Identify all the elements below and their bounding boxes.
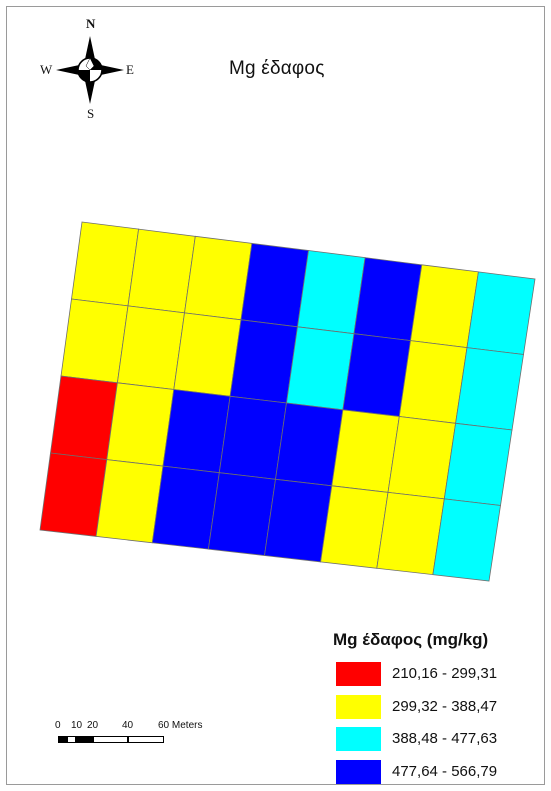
scale-bar: 0 10 20 40 60 Meters	[55, 720, 238, 760]
scale-tick-label: 0	[55, 720, 61, 731]
map-title: Mg έδαφος	[229, 58, 325, 79]
parcel-cell	[432, 498, 501, 582]
scale-tick-label: 10	[71, 720, 83, 731]
parcel-cell	[387, 416, 457, 500]
legend-label: 388,48 - 477,63	[392, 730, 498, 747]
legend-swatch	[336, 695, 381, 719]
legend-swatch	[336, 662, 381, 686]
parcel-cell	[466, 271, 536, 355]
legend-label: 210,16 - 299,31	[392, 665, 498, 682]
parcel-cell	[240, 242, 309, 328]
parcel-grid	[39, 221, 536, 582]
scale-segment	[93, 736, 128, 743]
scale-segment	[128, 736, 164, 743]
compass-rose-icon	[56, 36, 124, 104]
scale-tick-label: 40	[122, 720, 134, 731]
scale-tick-label: 60 Meters	[158, 720, 203, 731]
compass-north-label: N	[86, 16, 96, 31]
parcel-cell	[173, 312, 242, 397]
parcel-cell	[151, 465, 220, 550]
parcel-cell	[218, 395, 287, 480]
parcel-cell	[162, 389, 231, 474]
scale-segment	[58, 736, 67, 743]
scale-tick-label: 20	[87, 720, 99, 731]
compass-east-label: E	[126, 62, 134, 77]
parcel-cell	[60, 298, 129, 384]
legend-swatch	[336, 760, 381, 784]
parcel-cell	[320, 485, 389, 569]
parcel-cell	[127, 228, 196, 314]
parcel-cell	[71, 221, 140, 307]
legend-label: 299,32 - 388,47	[392, 698, 498, 715]
scale-segment	[67, 736, 76, 743]
parcel-cell	[398, 340, 468, 424]
compass-west-label: W	[40, 62, 53, 77]
parcel-cell	[184, 235, 253, 321]
legend-label: 477,64 - 566,79	[392, 763, 498, 780]
parcel-cell	[275, 402, 344, 487]
parcel-cell	[331, 409, 400, 493]
parcel-cell	[95, 459, 164, 544]
parcel-cell	[39, 452, 108, 537]
parcel-cell	[106, 382, 175, 467]
parcel-cell	[455, 347, 524, 431]
parcel-cell	[410, 264, 479, 349]
parcel-cell	[353, 257, 423, 342]
parcel-cell	[50, 375, 118, 461]
parcel-cell	[342, 333, 411, 417]
parcel-cell	[116, 305, 185, 390]
parcel-cell	[229, 319, 298, 404]
parcel-cell	[376, 491, 445, 576]
parcel-cell	[207, 472, 276, 556]
parcel-cell	[443, 422, 513, 506]
scale-segment	[76, 736, 93, 743]
north-arrow: N S E W	[30, 16, 150, 128]
legend-title: Mg έδαφος (mg/kg)	[333, 630, 489, 649]
parcel-cell	[264, 478, 333, 563]
legend-swatch	[336, 727, 381, 751]
compass-south-label: S	[87, 106, 95, 121]
parcel-cell	[297, 250, 366, 335]
parcel-cell	[286, 326, 355, 411]
